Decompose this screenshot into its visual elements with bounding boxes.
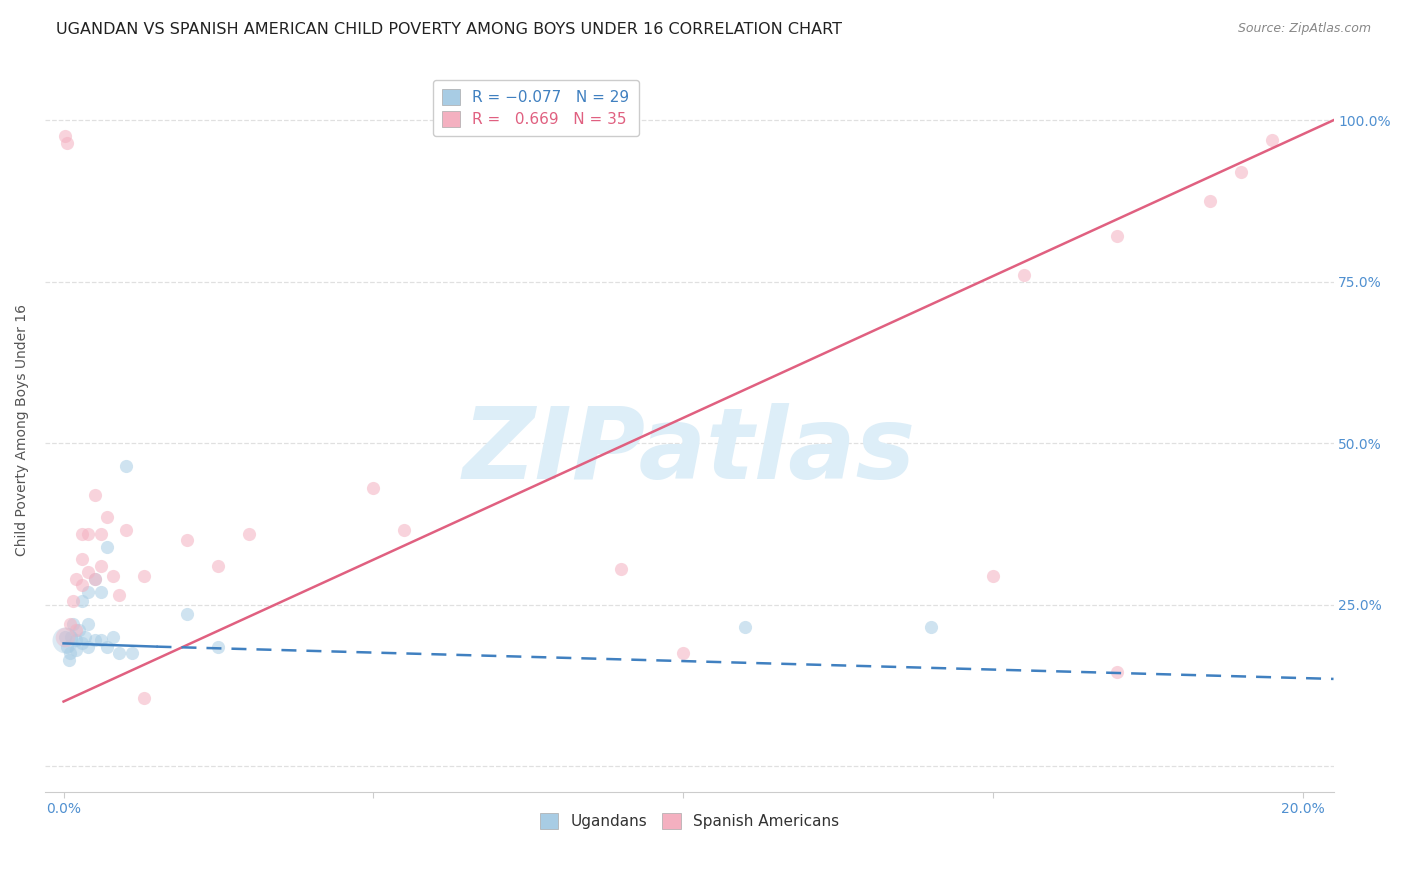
Point bbox=[108, 646, 131, 660]
Point bbox=[1229, 165, 1251, 179]
Point bbox=[70, 552, 93, 566]
Point bbox=[65, 643, 87, 657]
Point bbox=[59, 617, 82, 632]
Point bbox=[65, 633, 87, 648]
Point bbox=[75, 630, 97, 644]
Point bbox=[90, 526, 112, 541]
Point bbox=[55, 129, 77, 144]
Point bbox=[96, 510, 118, 524]
Legend: Ugandans, Spanish Americans: Ugandans, Spanish Americans bbox=[533, 806, 845, 835]
Point bbox=[176, 533, 198, 547]
Point bbox=[70, 578, 93, 592]
Point bbox=[62, 617, 84, 632]
Point bbox=[1012, 268, 1035, 283]
Point bbox=[920, 620, 942, 634]
Y-axis label: Child Poverty Among Boys Under 16: Child Poverty Among Boys Under 16 bbox=[15, 304, 30, 557]
Point bbox=[70, 594, 93, 608]
Point bbox=[70, 526, 93, 541]
Point bbox=[65, 572, 87, 586]
Point bbox=[734, 620, 756, 634]
Point bbox=[90, 633, 112, 648]
Point bbox=[77, 640, 100, 654]
Point bbox=[114, 458, 136, 473]
Point bbox=[96, 540, 118, 554]
Text: ZIPatlas: ZIPatlas bbox=[463, 403, 915, 500]
Point bbox=[610, 562, 633, 576]
Point bbox=[70, 636, 93, 650]
Point bbox=[83, 572, 105, 586]
Point bbox=[83, 633, 105, 648]
Point bbox=[59, 630, 82, 644]
Point bbox=[83, 572, 105, 586]
Text: UGANDAN VS SPANISH AMERICAN CHILD POVERTY AMONG BOYS UNDER 16 CORRELATION CHART: UGANDAN VS SPANISH AMERICAN CHILD POVERT… bbox=[56, 22, 842, 37]
Point bbox=[65, 624, 87, 638]
Point bbox=[1105, 665, 1128, 680]
Point bbox=[981, 568, 1004, 582]
Point bbox=[67, 624, 90, 638]
Point bbox=[176, 607, 198, 622]
Point bbox=[62, 594, 84, 608]
Point bbox=[53, 633, 76, 648]
Point bbox=[55, 640, 77, 654]
Point bbox=[55, 136, 77, 150]
Point bbox=[207, 558, 229, 573]
Point bbox=[90, 558, 112, 573]
Point bbox=[1198, 194, 1220, 208]
Point bbox=[1260, 132, 1282, 146]
Point bbox=[77, 617, 100, 632]
Point bbox=[101, 630, 124, 644]
Point bbox=[77, 584, 100, 599]
Point bbox=[55, 630, 77, 644]
Point bbox=[96, 640, 118, 654]
Point bbox=[77, 566, 100, 580]
Point bbox=[53, 630, 76, 644]
Point bbox=[394, 524, 416, 538]
Point bbox=[114, 524, 136, 538]
Point bbox=[77, 526, 100, 541]
Point bbox=[132, 691, 155, 706]
Point bbox=[121, 646, 143, 660]
Point bbox=[59, 646, 82, 660]
Point bbox=[672, 646, 695, 660]
Point bbox=[363, 482, 385, 496]
Point bbox=[207, 640, 229, 654]
Point bbox=[238, 526, 260, 541]
Point bbox=[108, 588, 131, 602]
Point bbox=[132, 568, 155, 582]
Point bbox=[1105, 229, 1128, 244]
Point bbox=[101, 568, 124, 582]
Point bbox=[83, 488, 105, 502]
Text: Source: ZipAtlas.com: Source: ZipAtlas.com bbox=[1237, 22, 1371, 36]
Point bbox=[58, 652, 80, 666]
Point bbox=[90, 584, 112, 599]
